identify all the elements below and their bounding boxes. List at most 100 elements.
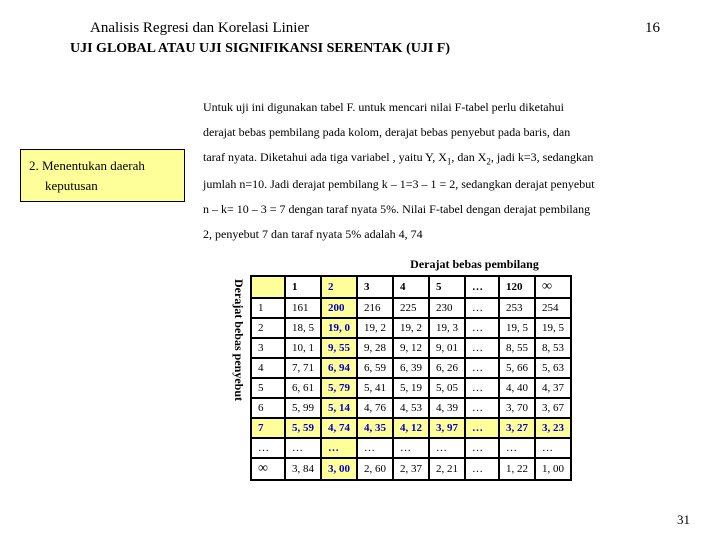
- table-cell: …: [429, 438, 465, 458]
- table-cell: 6, 94: [321, 358, 357, 378]
- table-cell: 254: [535, 298, 571, 318]
- table-cell: 9, 01: [429, 338, 465, 358]
- table-cell: …: [321, 438, 357, 458]
- table-cell: 9, 55: [321, 338, 357, 358]
- row-header: 6: [251, 398, 285, 418]
- table-cell: …: [499, 438, 535, 458]
- table-cell: 19, 2: [393, 318, 429, 338]
- table-cell: 5, 99: [285, 398, 321, 418]
- col-header: 4: [393, 276, 429, 298]
- row-header: ∞: [251, 458, 285, 480]
- step-number: 2. Menentukan daerah: [29, 156, 176, 176]
- table-cell: 253: [499, 298, 535, 318]
- table-cell: 4, 53: [393, 398, 429, 418]
- table-cell: 2, 21: [429, 458, 465, 480]
- table-cell: 19, 3: [429, 318, 465, 338]
- chapter-number: 16: [645, 20, 660, 37]
- table-cell: …: [465, 398, 499, 418]
- body-line: jumlah n=10. Jadi derajat pembilang k – …: [203, 172, 690, 197]
- table-cell: 3, 67: [535, 398, 571, 418]
- body-line: derajat bebas pembilang pada kolom, dera…: [203, 120, 690, 145]
- body-line: n – k= 10 – 3 = 7 dengan taraf nyata 5%.…: [203, 197, 690, 222]
- table-cell: 5, 41: [357, 378, 393, 398]
- table-cell: 19, 2: [357, 318, 393, 338]
- table-cell: …: [285, 438, 321, 458]
- table-cell: …: [465, 338, 499, 358]
- table-cell: 3, 00: [321, 458, 357, 480]
- table-cell: …: [465, 438, 499, 458]
- table-cell: 6, 59: [357, 358, 393, 378]
- table-cell: 1, 22: [499, 458, 535, 480]
- step-box: 2. Menentukan daerah keputusan: [20, 149, 185, 202]
- col-header: ∞: [535, 276, 571, 298]
- table-cell: 4, 12: [393, 418, 429, 438]
- table-cell: 3, 70: [499, 398, 535, 418]
- table-cell: …: [465, 298, 499, 318]
- row-header: 7: [251, 418, 285, 438]
- table-cell: 4, 39: [429, 398, 465, 418]
- slide-number: 31: [677, 512, 690, 528]
- table-cell: …: [393, 438, 429, 458]
- row-header: …: [251, 438, 285, 458]
- table-cell: 10, 1: [285, 338, 321, 358]
- subtitle: UJI GLOBAL ATAU UJI SIGNIFIKANSI SERENTA…: [0, 41, 720, 65]
- table-cell: 4, 76: [357, 398, 393, 418]
- table-cell: 1, 00: [535, 458, 571, 480]
- col-header: 2: [321, 276, 357, 298]
- table-cell: …: [465, 358, 499, 378]
- row-header: 1: [251, 298, 285, 318]
- table-cell: …: [535, 438, 571, 458]
- table-cell: 5, 63: [535, 358, 571, 378]
- table-cell: …: [465, 378, 499, 398]
- table-cell: …: [465, 318, 499, 338]
- table-cell: 19, 5: [499, 318, 535, 338]
- table-cell: 5, 66: [499, 358, 535, 378]
- table-cell: 161: [285, 298, 321, 318]
- table-cell: 5, 59: [285, 418, 321, 438]
- table-cell: 200: [321, 298, 357, 318]
- body-text: Untuk uji ini digunakan tabel F. untuk m…: [203, 95, 690, 247]
- table-cell: 216: [357, 298, 393, 318]
- table-cell: 3, 97: [429, 418, 465, 438]
- table-cell: 8, 55: [499, 338, 535, 358]
- col-header: 120: [499, 276, 535, 298]
- row-header: 3: [251, 338, 285, 358]
- table-cell: 19, 0: [321, 318, 357, 338]
- page-title: Analisis Regresi dan Korelasi Linier: [90, 20, 309, 37]
- table-cell: 4, 40: [499, 378, 535, 398]
- table-cell: 2, 60: [357, 458, 393, 480]
- step-label: keputusan: [29, 176, 176, 196]
- table-cell: 3, 27: [499, 418, 535, 438]
- col-header: 1: [285, 276, 321, 298]
- table-cell: 9, 12: [393, 338, 429, 358]
- table-cell: 2, 37: [393, 458, 429, 480]
- table-cell: …: [357, 438, 393, 458]
- body-line: Untuk uji ini digunakan tabel F. untuk m…: [203, 95, 690, 120]
- table-cell: 18, 5: [285, 318, 321, 338]
- row-header: 5: [251, 378, 285, 398]
- table-top-caption: Derajat bebas pembilang: [231, 257, 690, 272]
- col-header: …: [465, 276, 499, 298]
- table-cell: 5, 05: [429, 378, 465, 398]
- table-cell: …: [465, 418, 499, 438]
- table-cell: …: [465, 458, 499, 480]
- table-cell: 225: [393, 298, 429, 318]
- table-cell: 6, 39: [393, 358, 429, 378]
- table-side-caption: Derajat bebas penyebut: [231, 275, 250, 481]
- table-cell: 8, 53: [535, 338, 571, 358]
- table-cell: 4, 37: [535, 378, 571, 398]
- table-cell: 4, 35: [357, 418, 393, 438]
- table-cell: 6, 61: [285, 378, 321, 398]
- row-header: 2: [251, 318, 285, 338]
- table-cell: 4, 74: [321, 418, 357, 438]
- f-table: 12345…120∞1161200216225230…253254218, 51…: [250, 275, 572, 481]
- table-cell: 3, 84: [285, 458, 321, 480]
- table-cell: 9, 28: [357, 338, 393, 358]
- table-cell: 3, 23: [535, 418, 571, 438]
- row-header: 4: [251, 358, 285, 378]
- table-cell: 7, 71: [285, 358, 321, 378]
- table-cell: 5, 79: [321, 378, 357, 398]
- table-cell: 19, 5: [535, 318, 571, 338]
- col-header: 3: [357, 276, 393, 298]
- col-header: 5: [429, 276, 465, 298]
